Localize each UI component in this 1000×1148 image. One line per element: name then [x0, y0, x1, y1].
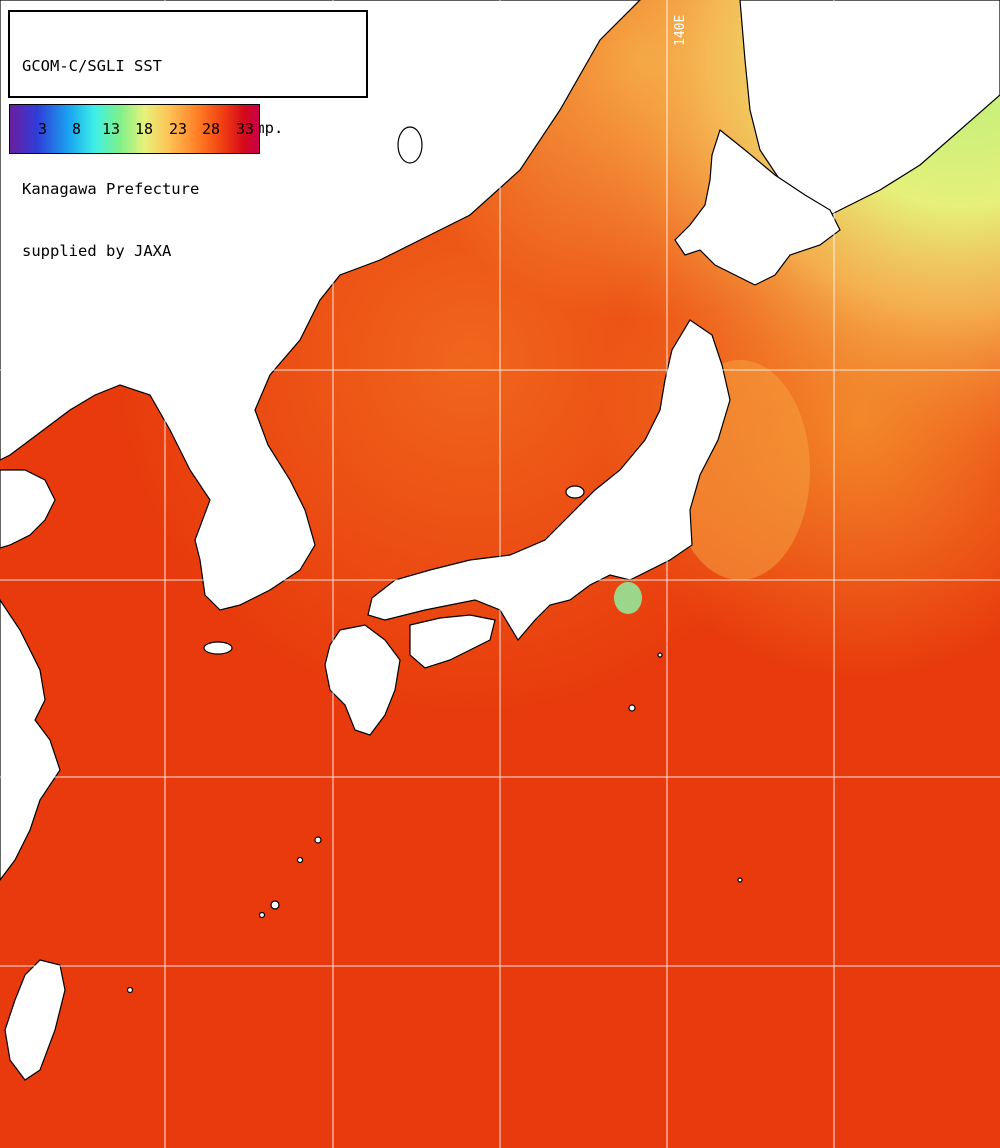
info-box: GCOM-C/SGLI SST ~2025/08/16 (UTC) Week C…	[8, 10, 368, 260]
china-coast	[0, 598, 61, 881]
honshu	[367, 319, 731, 642]
legend-tick: 33	[236, 120, 255, 138]
legend-tick: 18	[135, 120, 154, 138]
lon-label-140: 140E	[673, 15, 688, 46]
legend-tick: 13	[102, 120, 121, 138]
info-line-product: GCOM-C/SGLI SST	[22, 57, 162, 75]
ryukyu-d	[258, 911, 266, 919]
info-line-region: Kanagawa Prefecture	[22, 180, 200, 198]
jeju	[203, 641, 233, 655]
legend-tick: 8	[72, 120, 82, 138]
sakhalin	[739, 0, 1000, 216]
bohai-coast	[0, 469, 56, 549]
ryukyu-a	[314, 836, 322, 844]
shikoku	[409, 614, 496, 669]
izu-c	[737, 877, 743, 883]
color-scale-legend: 3 8 13 18 23 28 33	[9, 104, 260, 154]
izu-b	[628, 704, 636, 712]
izu-a	[657, 652, 663, 658]
hokkaido	[674, 128, 841, 286]
taiwan	[4, 959, 66, 1081]
kanagawa-cool-patch	[614, 582, 642, 614]
kyushu	[324, 624, 401, 736]
ryukyu-e	[126, 986, 134, 994]
info-line-supplier: supplied by JAXA	[22, 241, 172, 260]
legend-labels: 3 8 13 18 23 28 33	[10, 120, 259, 140]
sado	[565, 485, 585, 499]
ryukyu-b	[296, 856, 304, 864]
ryukyu-c	[270, 900, 280, 910]
legend-tick: 28	[202, 120, 221, 138]
island-north-a	[397, 126, 423, 164]
lat-label-30: 30N	[13, 762, 36, 777]
legend-tick: 23	[169, 120, 188, 138]
lat-label-40: 40N	[13, 356, 36, 371]
legend-tick: 3	[38, 120, 48, 138]
